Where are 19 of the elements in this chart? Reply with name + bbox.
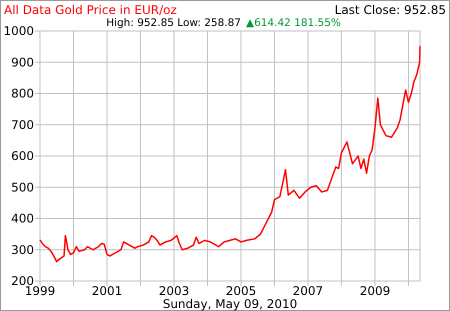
y-tick-label: 900 bbox=[11, 55, 34, 70]
x-tick-label: 2005 bbox=[226, 284, 256, 298]
chart-title: All Data Gold Price in EUR/oz bbox=[4, 3, 177, 17]
x-tick-label: 2009 bbox=[360, 284, 390, 298]
y-tick-label: 700 bbox=[11, 118, 34, 132]
y-tick-label: 600 bbox=[11, 149, 34, 163]
y-tick-label: 1000 bbox=[3, 24, 34, 38]
x-axis-title: Sunday, May 09, 2010 bbox=[162, 297, 298, 311]
y-tick-label: 300 bbox=[11, 242, 34, 257]
x-tick-label: 2007 bbox=[292, 284, 324, 298]
x-tick-label: 2001 bbox=[92, 284, 122, 298]
text: ▲614.42 181.55% bbox=[246, 17, 341, 29]
x-tick-label: 1999 bbox=[24, 284, 56, 298]
y-tick-label: 400 bbox=[11, 212, 34, 226]
text: Last Close: 952.85 bbox=[334, 3, 446, 17]
chart-subtitle: High: 952.85 Low: 258.87 bbox=[106, 17, 241, 29]
y-tick-label: 500 bbox=[11, 180, 34, 194]
y-tick-label: 800 bbox=[11, 86, 34, 100]
x-tick-label: 2003 bbox=[158, 284, 190, 298]
